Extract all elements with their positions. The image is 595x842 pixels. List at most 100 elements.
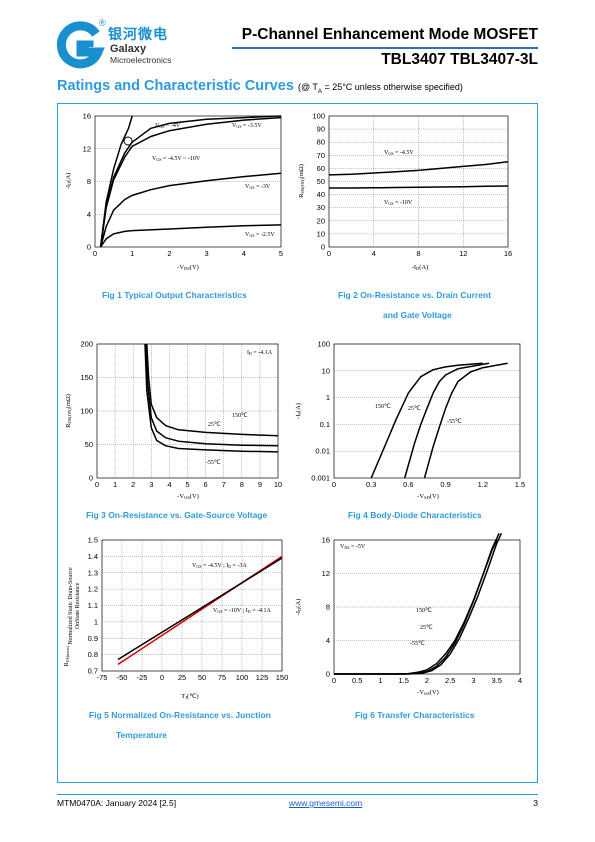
fig3-series-0 <box>146 343 279 437</box>
fig2-ytick: 90 <box>317 125 325 134</box>
fig1-xtick: 2 <box>167 249 171 258</box>
title-divider <box>232 47 538 49</box>
fig2-label-vgs-4p5: VGS = -4.5V <box>384 150 414 156</box>
fig3-series-2 <box>144 343 279 453</box>
fig5-ytick: 0.7 <box>88 667 98 676</box>
fig2-ytick: 30 <box>317 203 325 212</box>
fig4-ytick: 0.01 <box>315 447 330 456</box>
fig4-ytick: 100 <box>317 340 330 349</box>
fig5-ylabel: Normalized Static Drain-Source OnState R… <box>64 567 81 666</box>
fig1-ylabel: -ID(A) <box>65 173 72 190</box>
fig3-ytick: 150 <box>80 373 93 382</box>
fig3-annotation: ID = -4.1A <box>247 350 273 356</box>
fig4-xtick: 0.9 <box>440 480 450 489</box>
fig1-series-2 <box>99 115 133 248</box>
fig2-ytick: 20 <box>317 216 325 225</box>
fig5-ytick: 1.3 <box>88 568 98 577</box>
fig4-xtick: 0.6 <box>403 480 413 489</box>
fig2-xlabel: -ID(A) <box>412 264 429 271</box>
fig5-ytick: 1.5 <box>88 536 98 545</box>
footer-page-number: 3 <box>533 798 538 808</box>
fig5-ytick: 1.2 <box>88 585 98 594</box>
fig5-xtick: 125 <box>256 673 269 682</box>
logo-chinese-name: 银河微电 <box>108 27 168 43</box>
fig5-ytick: 0.8 <box>88 650 98 659</box>
fig1-marker-circle <box>123 136 133 146</box>
fig2-ytick: 0 <box>321 243 325 252</box>
fig4-xtick: 1.5 <box>515 480 525 489</box>
fig6-ytick: 16 <box>322 536 330 545</box>
fig4-xlabel: -VSD(V) <box>417 493 439 500</box>
footer-divider <box>57 794 538 795</box>
fig6-xtick: 1 <box>378 676 382 685</box>
fig1-xtick: 1 <box>130 249 134 258</box>
fig3-series-1 <box>145 343 279 447</box>
fig1-series-1 <box>99 116 282 248</box>
svg-text:OnState Resistance: OnState Resistance <box>75 582 81 629</box>
section-title-text: Ratings and Characteristic Curves <box>57 78 294 94</box>
fig6-xtick: 0 <box>332 676 336 685</box>
charts-frame <box>57 103 538 783</box>
fig2-ylabel: RDS(ON)(mΩ) <box>298 164 305 198</box>
fig6-xlabel: -VGS(V) <box>417 689 439 696</box>
fig4-series-0 <box>370 362 483 479</box>
footer-url-link[interactable]: www.gmesemi.com <box>289 798 363 808</box>
fig5-caption-line2: Temperature <box>116 730 167 740</box>
fig3-xtick: 9 <box>258 480 262 489</box>
fig6-xtick: 4 <box>518 676 522 685</box>
fig3-xtick: 7 <box>222 480 226 489</box>
fig5-xtick: -25 <box>137 673 148 682</box>
fig6-ytick: 4 <box>326 636 330 645</box>
fig6-xtick: 0.5 <box>352 676 362 685</box>
fig4-xtick: 1.2 <box>478 480 488 489</box>
fig2-xtick: 0 <box>327 249 331 258</box>
footer-url[interactable]: www.gmesemi.com <box>289 798 362 808</box>
fig2-ytick: 70 <box>317 151 325 160</box>
fig4-ytick: 10 <box>322 366 330 375</box>
fig5-xtick: -50 <box>117 673 128 682</box>
fig4-label-m55c: -55℃ <box>447 419 462 425</box>
fig2-xtick: 12 <box>459 249 467 258</box>
fig1-label-vgs-3: VGS = -3V <box>245 184 271 190</box>
fig6-xtick: 3 <box>471 676 475 685</box>
fig3-xtick: 5 <box>185 480 189 489</box>
fig4-xtick: 0 <box>332 480 336 489</box>
fig1-xlabel: -VDS(V) <box>177 264 199 271</box>
fig2-ytick: 80 <box>317 138 325 147</box>
fig3-ylabel: RDS(ON)(mΩ) <box>65 394 72 428</box>
fig1-label-vgs-4: VGS = -4V <box>155 123 181 129</box>
fig1-ytick: 16 <box>83 112 91 121</box>
fig3-xtick: 0 <box>95 480 99 489</box>
fig6-ytick: 0 <box>326 670 330 679</box>
svg-text:RDS(norm): RDS(norm) <box>64 645 70 666</box>
fig3-label-m55c: -55℃ <box>206 460 221 466</box>
section-title: Ratings and Characteristic Curves (@ TA … <box>57 78 463 95</box>
fig6-xtick: 1.5 <box>399 676 409 685</box>
fig5-ytick: 0.9 <box>88 634 98 643</box>
fig4-ylabel: -IS(A) <box>295 403 302 419</box>
fig5-xtick: 0 <box>160 673 164 682</box>
fig6-label-25c: 25℃ <box>420 625 433 631</box>
fig5-xtick: 25 <box>178 673 186 682</box>
fig1-xtick: 4 <box>242 249 246 258</box>
fig6-ytick: 8 <box>326 603 330 612</box>
fig4-label-150c: 150℃ <box>375 404 391 410</box>
fig1-label-vgs-3p5: VGS = -3.5V <box>232 123 262 129</box>
fig2-label-vgs-10: VGS = -10V <box>384 200 413 206</box>
fig5-label-vgs-10: VGS = -10V ; ID = -4.1A <box>213 608 272 614</box>
fig4-series-1 <box>403 362 490 479</box>
fig2-series-0 <box>328 161 509 176</box>
fig6-caption: Fig 6 Transfer Characteristics <box>355 710 475 720</box>
fig2-ytick: 40 <box>317 190 325 199</box>
section-condition: (@ TA = 25°C unless otherwise specified) <box>297 82 463 95</box>
fig3-xtick: 10 <box>274 480 282 489</box>
chart-normalized-on-resistance-vs-temperature: -75 -50 -25 0 25 50 75 100 125 150 0.7 0.8 0.9 1 1.1 1.… <box>64 536 288 701</box>
fig5-ytick: 1.1 <box>88 601 98 610</box>
fig6-ytick: 12 <box>322 569 330 578</box>
fig2-ytick: 60 <box>317 164 325 173</box>
fig5-xtick: -75 <box>97 673 108 682</box>
fig2-xtick: 4 <box>372 249 376 258</box>
fig6-annotation: VDS = -5V <box>340 544 366 550</box>
fig6-label-m55c: -55℃ <box>410 641 425 647</box>
fig2-ytick: 100 <box>312 112 325 121</box>
